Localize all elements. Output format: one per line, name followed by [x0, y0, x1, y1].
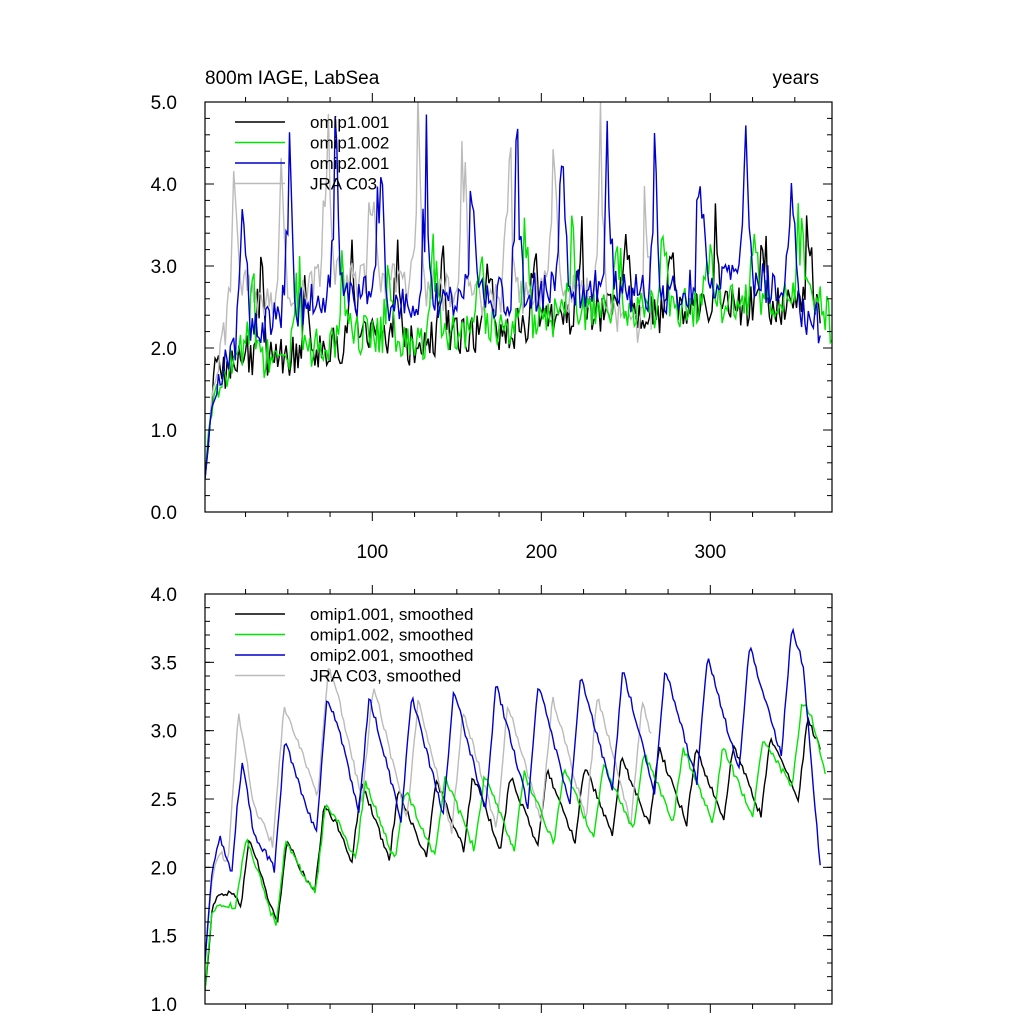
y-tick-label: 4.0	[151, 175, 177, 196]
series-line-omip1-002	[205, 203, 832, 480]
legend-label: omip2.001, smoothed	[310, 646, 474, 665]
y-tick-label: 0.0	[151, 503, 177, 524]
legend-label: omip1.002, smoothed	[310, 626, 474, 645]
bottom-legend: omip1.001, smoothed omip1.002, smoothedom…	[235, 605, 474, 686]
y-tick-label: 1.0	[151, 995, 177, 1016]
y-tick-label: 2.0	[151, 339, 177, 360]
y-tick-label: 4.0	[151, 585, 177, 606]
legend-label: omip1.001, smoothed	[310, 605, 474, 624]
series-line-omip2-001	[205, 114, 821, 480]
legend-label: JRA C03	[310, 175, 377, 194]
top-axes: 0.0 1.0 2.0 3.0 4.0 5.0 100 200 300	[151, 93, 832, 563]
top-chart-title: 800m IAGE, LabSea	[205, 68, 380, 89]
y-tick-label: 3.0	[151, 257, 177, 278]
top-plot-area	[205, 102, 832, 480]
x-tick-label: 300	[694, 542, 726, 563]
top-chart-panel: 800m IAGE, LabSea years 0.0 1.0 2.0 3.0 4.0 5…	[151, 68, 833, 563]
y-tick-label: 1.0	[151, 421, 177, 442]
legend-label: JRA C03, smoothed	[310, 667, 461, 686]
x-tick-label: 100	[356, 542, 388, 563]
y-tick-label: 2.5	[151, 790, 177, 811]
y-tick-label: 2.0	[151, 858, 177, 879]
legend-label: omip1.001	[310, 113, 389, 132]
series-line-jra-c03-smoothed	[205, 667, 652, 964]
bottom-axes: 1.0 1.5 2.0 2.5 3.0 3.5 4.0	[151, 585, 832, 1016]
series-line-omip2-001-smoothed	[205, 627, 821, 964]
series-line-omip1-002-smoothed	[205, 703, 826, 991]
y-tick-label: 5.0	[151, 93, 177, 114]
legend-label: omip1.002	[310, 134, 389, 153]
y-tick-label: 3.5	[151, 653, 177, 674]
y-tick-label: 3.0	[151, 722, 177, 743]
top-plot-frame	[204, 101, 833, 513]
bottom-chart-panel: 1.0 1.5 2.0 2.5 3.0 3.5 4.0 omip1.001, smoothe…	[151, 585, 833, 1016]
legend-label: omip2.001	[310, 154, 389, 173]
y-tick-label: 1.5	[151, 927, 177, 948]
top-chart-units: years	[773, 68, 819, 89]
x-tick-label: 200	[525, 542, 557, 563]
bottom-plot-area	[205, 627, 826, 991]
